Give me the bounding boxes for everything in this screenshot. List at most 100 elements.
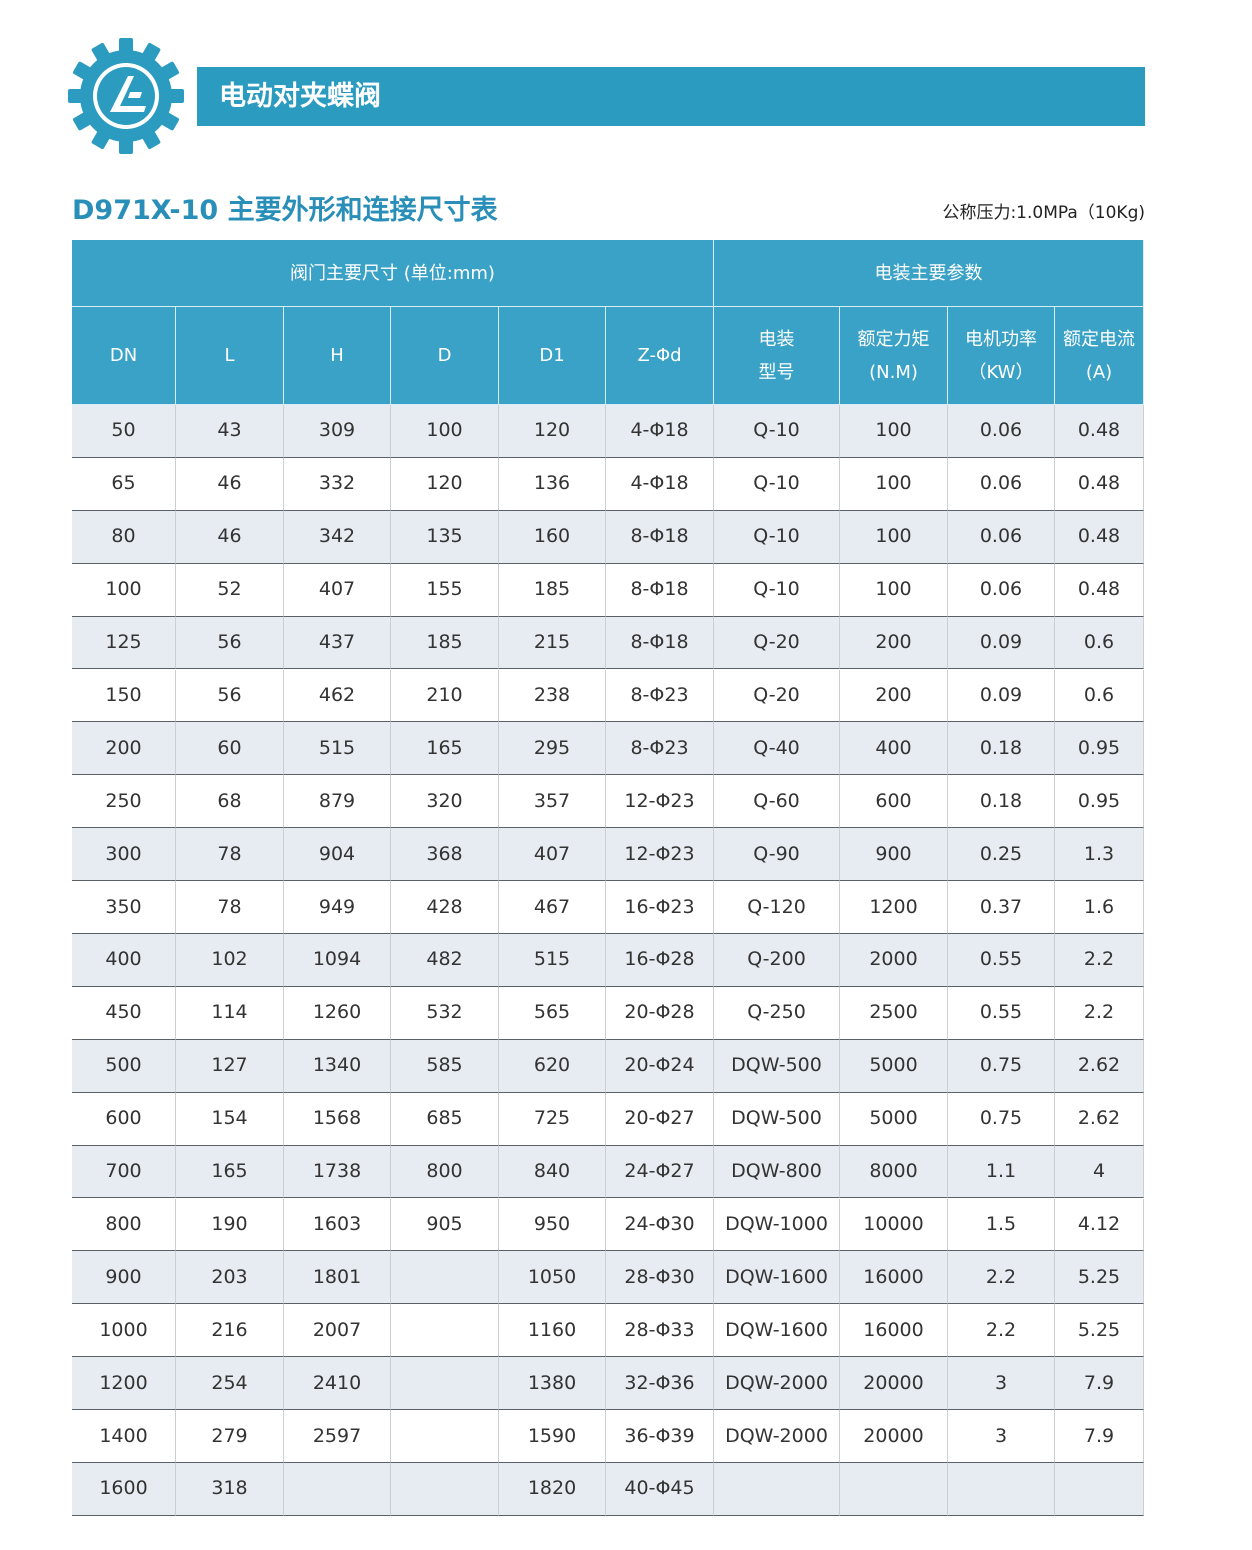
table-cell: 407	[284, 563, 391, 617]
table-cell: 16000	[840, 1251, 948, 1305]
table-cell: 7.9	[1055, 1410, 1144, 1463]
table-cell: 4-Φ18	[606, 405, 714, 458]
table-cell: DQW-800	[714, 1145, 840, 1199]
cell-text: 4	[1092, 1160, 1106, 1183]
table-cell: 2000	[840, 934, 948, 987]
cell-text: 428	[426, 895, 463, 918]
column-header: D	[391, 307, 499, 405]
column-header-text: D1	[539, 345, 565, 366]
table-cell: 8-Φ18	[606, 616, 714, 670]
table-title: D971X-10 主要外形和连接尺寸表	[72, 195, 498, 226]
cell-text: Q-10	[753, 525, 800, 548]
table-cell: 0.48	[1055, 563, 1144, 617]
table-cell: 620	[499, 1039, 606, 1093]
cell-text: 100	[875, 525, 912, 548]
cell-text: 279	[211, 1424, 248, 1447]
cell-text: 840	[533, 1160, 571, 1183]
table-cell: 2.2	[1055, 934, 1144, 987]
table-cell: DQW-500	[714, 1092, 840, 1146]
cell-text: 135	[426, 525, 463, 548]
column-header: D1	[499, 307, 606, 405]
cell-text: 357	[533, 789, 571, 812]
cell-text: 24-Φ27	[624, 1160, 695, 1183]
column-header-text: D	[437, 345, 452, 366]
table-cell: 0.75	[948, 1039, 1055, 1093]
cell-text: 50	[111, 419, 136, 442]
table-cell: 0.09	[948, 616, 1055, 670]
table-cell	[1055, 1463, 1144, 1516]
table-cell	[948, 1463, 1055, 1516]
cell-text: 3	[994, 1371, 1008, 1394]
table-cell: 154	[176, 1092, 284, 1146]
cell-text: 4.12	[1077, 1212, 1121, 1235]
cell-text: 0.48	[1077, 472, 1121, 495]
cell-text: 190	[211, 1212, 248, 1235]
table-cell: 0.06	[948, 405, 1055, 458]
table-cell: 20-Φ24	[606, 1039, 714, 1093]
table-cell: 165	[176, 1145, 284, 1199]
cell-text: 515	[318, 736, 356, 759]
group-header: 电装主要参数	[714, 240, 1144, 307]
table-cell: 1000	[72, 1304, 176, 1358]
table-cell: DQW-1000	[714, 1198, 840, 1252]
group-header-text: 阀门主要尺寸 (单位:mm)	[290, 262, 495, 284]
cell-text: 332	[318, 472, 356, 495]
table-cell: 24-Φ27	[606, 1145, 714, 1199]
column-header-text: (N.M)	[869, 361, 918, 383]
table-cell: 16-Φ23	[606, 881, 714, 934]
table-cell: 332	[284, 457, 391, 511]
cell-text: 900	[875, 842, 912, 865]
table-cell: 500	[72, 1039, 176, 1093]
table-cell: 102	[176, 934, 284, 987]
table-cell: 309	[284, 405, 391, 458]
table-cell: 0.48	[1055, 457, 1144, 511]
table-cell: 800	[391, 1145, 499, 1199]
table-cell: 350	[72, 881, 176, 934]
cell-text: 0.48	[1077, 578, 1121, 601]
cell-text: 8-Φ23	[630, 683, 689, 706]
cell-text: 8-Φ18	[630, 631, 689, 654]
cell-text: 1820	[527, 1477, 577, 1500]
table-cell: 0.55	[948, 986, 1055, 1040]
cell-text: 350	[105, 895, 142, 918]
cell-text: 450	[105, 1001, 142, 1024]
table-cell: 0.6	[1055, 616, 1144, 670]
table-cell: 200	[840, 669, 948, 723]
cell-text: 0.06	[979, 472, 1023, 495]
cell-text: 500	[105, 1054, 142, 1077]
cell-text: 1.3	[1083, 842, 1115, 865]
cell-text: 565	[533, 1001, 571, 1024]
table-cell: 300	[72, 828, 176, 882]
cell-text: 950	[533, 1212, 571, 1235]
table-cell: 467	[499, 881, 606, 934]
cell-text: 2.2	[985, 1318, 1017, 1341]
cell-text: 0.18	[979, 736, 1023, 759]
table-cell: 216	[176, 1304, 284, 1358]
table-cell: 515	[284, 722, 391, 776]
table-cell: 1568	[284, 1092, 391, 1146]
cell-text: 185	[533, 578, 571, 601]
cell-text: 0.25	[979, 842, 1023, 865]
cell-text: DQW-500	[731, 1107, 822, 1130]
cell-text: 52	[217, 578, 242, 601]
cell-text: 100	[875, 578, 912, 601]
cell-text: 1568	[312, 1107, 362, 1130]
table-cell: 905	[391, 1198, 499, 1252]
table-cell: Q-10	[714, 457, 840, 511]
cell-text: 462	[318, 683, 356, 706]
table-cell: 78	[176, 881, 284, 934]
cell-text: 215	[533, 631, 571, 654]
cell-text: 0.55	[979, 1001, 1023, 1024]
cell-text: 12-Φ23	[624, 789, 695, 812]
cell-text: 1200	[869, 895, 918, 918]
table-cell: 450	[72, 986, 176, 1040]
cell-text: 0.06	[979, 578, 1023, 601]
cell-text: 2.2	[985, 1265, 1017, 1288]
table-cell: 1600	[72, 1463, 176, 1516]
table-cell: 2597	[284, 1410, 391, 1463]
table-cell: 0.55	[948, 934, 1055, 987]
cell-text: 238	[533, 683, 571, 706]
table-cell: 185	[391, 616, 499, 670]
cell-text: Q-20	[753, 631, 800, 654]
cell-text: 200	[875, 683, 912, 706]
